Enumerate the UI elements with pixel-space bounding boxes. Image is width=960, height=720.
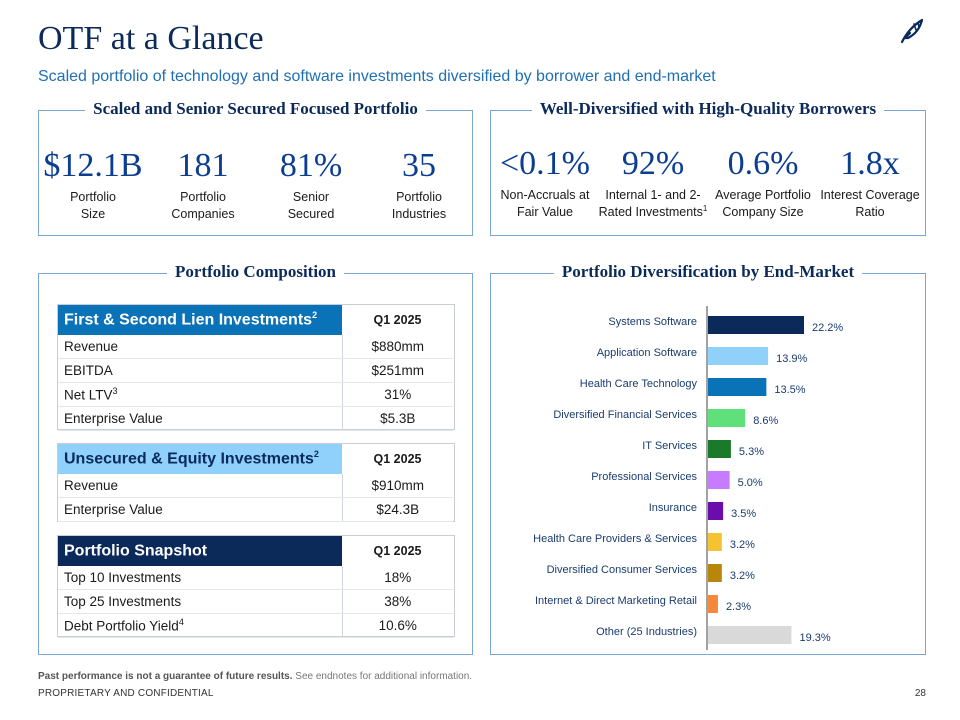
table-row: Enterprise Value $24.3B xyxy=(58,497,453,522)
table-header-row: First & Second Lien Investments2 Q1 2025 xyxy=(58,305,453,335)
value-label: 3.2% xyxy=(730,570,755,582)
table-header-row: Unsecured & Equity Investments2 Q1 2025 xyxy=(58,444,453,474)
category-label: IT Services xyxy=(642,440,697,452)
bar xyxy=(708,533,722,551)
value-label: 13.9% xyxy=(776,353,807,365)
category-label: Other (25 Industries) xyxy=(596,626,697,638)
value-label: 13.5% xyxy=(774,384,805,396)
bar xyxy=(708,347,769,365)
panel-title-diversified: Well-Diversified with High-Quality Borro… xyxy=(531,99,885,118)
stat-portfolio-size: $12.1B Portfolio Size xyxy=(43,147,143,221)
table-row: Enterprise Value $5.3B xyxy=(58,406,453,431)
bar xyxy=(708,595,718,613)
stat-senior-secured: 81% Senior Secured xyxy=(279,147,343,221)
bar xyxy=(708,626,792,644)
value-label: 22.2% xyxy=(812,322,843,334)
bar xyxy=(708,471,730,489)
panel-title-scaled: Scaled and Senior Secured Focused Portfo… xyxy=(85,99,426,118)
end-market-bar-chart: Systems Software 22.2% Application Softwar… xyxy=(533,306,843,650)
bar xyxy=(708,316,804,334)
confidential-label: PROPRIETARY AND CONFIDENTIAL xyxy=(38,688,214,699)
disclaimer: Past performance is not a guarantee of f… xyxy=(38,671,473,682)
table-row: Revenue $880mm xyxy=(58,335,453,359)
table-row: Top 25 Investments 38% xyxy=(58,589,453,614)
stat-rated-investments: 92% Internal 1- and 2- Rated Investments1 xyxy=(598,145,708,220)
page-number: 28 xyxy=(914,688,926,699)
panel-title-composition: Portfolio Composition xyxy=(166,262,345,281)
value-label: 3.2% xyxy=(730,539,755,551)
well-diversified-panel: Well-Diversified with High-Quality Borro… xyxy=(490,99,926,236)
bar xyxy=(708,564,722,582)
stat-non-accruals: <0.1% Non-Accruals at Fair Value xyxy=(500,145,590,219)
quill-feather-icon xyxy=(900,18,924,44)
stat-portfolio-companies: 181 Portfolio Companies xyxy=(171,147,235,221)
table-row: Debt Portfolio Yield4 10.6% xyxy=(58,613,453,638)
category-label: Health Care Technology xyxy=(580,378,698,390)
table-row: Net LTV3 31% xyxy=(58,382,453,407)
bar xyxy=(708,378,767,396)
table-header-period: Q1 2025 xyxy=(342,444,453,474)
table-row: Top 10 Investments 18% xyxy=(58,566,453,590)
table-header-period: Q1 2025 xyxy=(342,305,453,335)
category-label: Systems Software xyxy=(608,316,697,328)
panel-title-diversification: Portfolio Diversification by End-Market xyxy=(553,262,863,281)
stat-interest-coverage: 1.8x Interest Coverage Ratio xyxy=(820,145,920,219)
category-label: Insurance xyxy=(649,502,697,514)
portfolio-composition-panel: Portfolio Composition xyxy=(38,262,473,655)
value-label: 5.3% xyxy=(739,446,764,458)
value-label: 2.3% xyxy=(726,601,751,613)
category-label: Application Software xyxy=(597,347,697,359)
bar xyxy=(708,440,731,458)
value-label: 5.0% xyxy=(738,477,763,489)
unsecured-equity-table: Unsecured & Equity Investments2 Q1 2025 … xyxy=(58,444,453,522)
portfolio-snapshot-table: Portfolio Snapshot Q1 2025 Top 10 Invest… xyxy=(58,536,453,638)
value-label: 19.3% xyxy=(799,632,830,644)
value-label: 8.6% xyxy=(753,415,778,427)
page-subtitle: Scaled portfolio of technology and softw… xyxy=(38,68,716,85)
stat-portfolio-industries: 35 Portfolio Industries xyxy=(391,147,447,221)
table-header-title: Unsecured & Equity Investments2 xyxy=(58,444,342,474)
scaled-portfolio-panel: Scaled and Senior Secured Focused Portfo… xyxy=(38,99,473,236)
category-label: Diversified Financial Services xyxy=(553,409,697,421)
page-title: OTF at a Glance xyxy=(38,20,264,57)
diversification-panel: Portfolio Diversification by End-Market xyxy=(490,262,926,655)
first-second-lien-table: First & Second Lien Investments2 Q1 2025… xyxy=(58,305,453,431)
table-row: Revenue $910mm xyxy=(58,474,453,498)
bar xyxy=(708,502,724,520)
table-header-period: Q1 2025 xyxy=(342,536,453,566)
stat-average-company-size: 0.6% Average Portfolio Company Size xyxy=(715,145,811,219)
table-header-title: Portfolio Snapshot xyxy=(58,536,342,566)
bar xyxy=(708,409,746,427)
value-label: 3.5% xyxy=(731,508,756,520)
table-row: EBITDA $251mm xyxy=(58,358,453,383)
category-label: Health Care Providers & Services xyxy=(533,533,697,545)
category-label: Professional Services xyxy=(591,471,697,483)
category-label: Diversified Consumer Services xyxy=(547,564,698,576)
table-header-row: Portfolio Snapshot Q1 2025 xyxy=(58,536,453,566)
table-header-title: First & Second Lien Investments2 xyxy=(58,305,342,335)
category-label: Internet & Direct Marketing Retail xyxy=(535,595,697,607)
